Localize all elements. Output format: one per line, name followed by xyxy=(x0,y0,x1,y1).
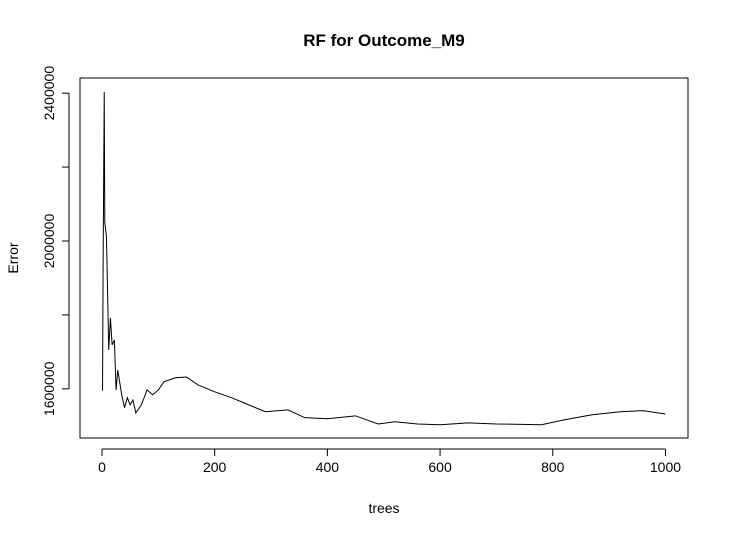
x-axis-label: trees xyxy=(368,500,399,516)
y-tick-label: 2000000 xyxy=(41,214,57,269)
x-tick-label: 400 xyxy=(316,459,340,475)
y-tick-label: 1600000 xyxy=(41,361,57,416)
data-line xyxy=(102,92,666,426)
x-tick-label: 800 xyxy=(541,459,565,475)
chart-title: RF for Outcome_M9 xyxy=(303,31,465,50)
y-axis-label: Error xyxy=(5,242,21,273)
plot-box xyxy=(79,77,689,439)
x-tick-label: 1000 xyxy=(650,459,681,475)
x-tick-label: 0 xyxy=(98,459,106,475)
x-tick-label: 600 xyxy=(428,459,452,475)
x-tick-label: 200 xyxy=(203,459,227,475)
y-tick-label: 2400000 xyxy=(41,66,57,121)
